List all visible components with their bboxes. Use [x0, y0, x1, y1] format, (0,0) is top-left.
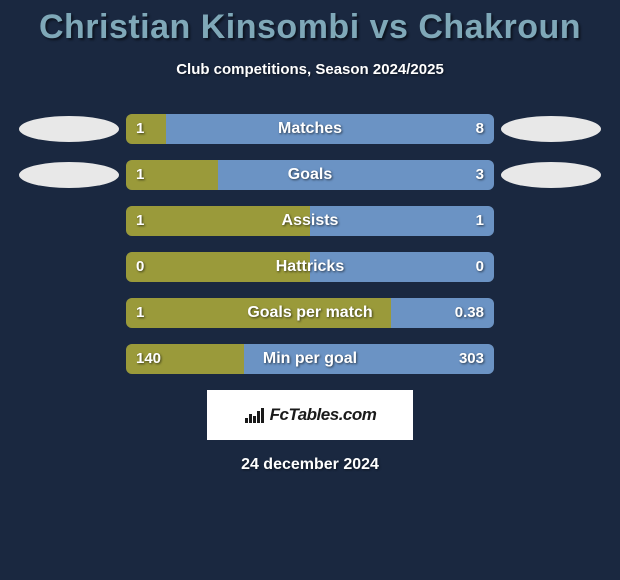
branding-logo-icon	[244, 406, 266, 424]
stat-label: Matches	[126, 114, 494, 144]
stat-label: Assists	[126, 206, 494, 236]
page-subtitle: Club competitions, Season 2024/2025	[0, 61, 620, 78]
date-label: 24 december 2024	[0, 456, 620, 474]
stat-bar: 13Goals	[126, 160, 494, 190]
branding-text: FcTables.com	[270, 405, 377, 425]
stat-label: Hattricks	[126, 252, 494, 282]
stat-row: 140303Min per goal	[18, 344, 602, 374]
stat-row: 11Assists	[18, 206, 602, 236]
page-title: Christian Kinsombi vs Chakroun	[0, 8, 620, 47]
stat-row: 00Hattricks	[18, 252, 602, 282]
stat-row: 13Goals	[18, 160, 602, 190]
stat-label: Goals per match	[126, 298, 494, 328]
player-avatar-left	[19, 162, 119, 188]
stat-row: 10.38Goals per match	[18, 298, 602, 328]
stat-bar: 00Hattricks	[126, 252, 494, 282]
stat-bar: 140303Min per goal	[126, 344, 494, 374]
branding-badge: FcTables.com	[207, 390, 413, 440]
stat-label: Goals	[126, 160, 494, 190]
avatar-slot-right	[500, 162, 602, 188]
player-avatar-left	[19, 116, 119, 142]
player-avatar-right	[501, 162, 601, 188]
stat-bar: 11Assists	[126, 206, 494, 236]
stat-row: 18Matches	[18, 114, 602, 144]
avatar-slot-left	[18, 162, 120, 188]
stat-bar: 10.38Goals per match	[126, 298, 494, 328]
stat-label: Min per goal	[126, 344, 494, 374]
stat-bar: 18Matches	[126, 114, 494, 144]
avatar-slot-right	[500, 116, 602, 142]
player-avatar-right	[501, 116, 601, 142]
comparison-infographic: Christian Kinsombi vs Chakroun Club comp…	[0, 0, 620, 474]
stats-area: 18Matches 13Goals 11Assists 00Hattricks 10.3…	[0, 114, 620, 374]
avatar-slot-left	[18, 116, 120, 142]
